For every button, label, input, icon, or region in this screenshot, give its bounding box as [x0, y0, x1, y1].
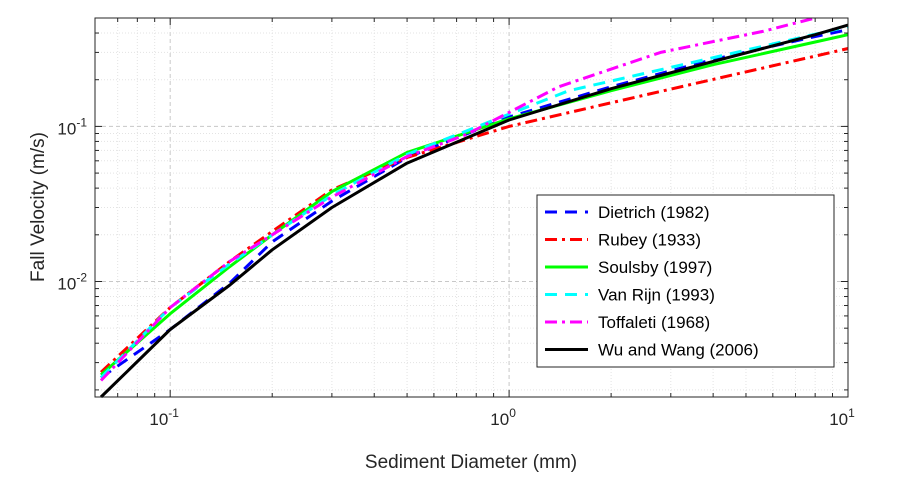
legend-label: Rubey (1933)	[598, 231, 701, 250]
series-line-5	[99, 16, 816, 382]
x-tick-label: 100	[490, 406, 516, 429]
legend-label: Van Rijn (1993)	[598, 286, 715, 305]
x-axis-label: Sediment Diameter (mm)	[365, 452, 577, 473]
x-tick-label: 101	[829, 406, 855, 429]
legend: Dietrich (1982) Rubey (1933) Soulsby (1997…	[536, 194, 835, 368]
series-line-4	[99, 25, 849, 379]
y-tick-label: 10-2	[57, 270, 87, 293]
series-layer	[99, 16, 849, 399]
legend-label: Toffaleti (1968)	[598, 313, 710, 332]
series-line-6	[99, 23, 849, 399]
y-axis-label: Fall Velocity (m/s)	[28, 132, 49, 282]
legend-label: Soulsby (1997)	[598, 258, 712, 277]
y-tick-label: 10-1	[57, 115, 87, 138]
legend-label: Wu and Wang (2006)	[598, 341, 759, 360]
axis-ticks	[94, 17, 849, 397]
x-tick-label: 10-1	[149, 406, 179, 429]
legend-box	[536, 194, 835, 368]
series-line-3	[100, 33, 849, 377]
legend-label: Dietrich (1982)	[598, 203, 710, 222]
tick-labels: 10-1 100 101 10-2 10-1	[57, 115, 855, 429]
